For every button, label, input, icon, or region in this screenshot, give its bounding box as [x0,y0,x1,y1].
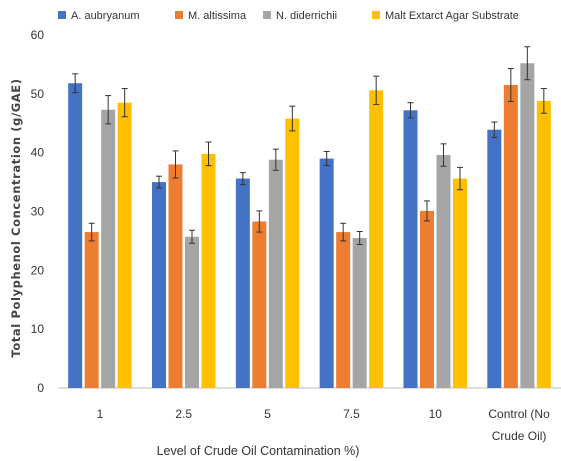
bar [403,110,418,388]
error-bar [323,150,330,167]
error-bar [189,229,195,244]
error-bar [72,73,79,94]
bar [436,155,451,388]
bar [84,232,99,388]
y-tick-label: 10 [31,322,45,336]
bar [152,182,166,388]
y-tick-label: 40 [31,146,45,160]
bar [268,159,283,388]
bar [185,236,199,388]
legend-swatch [58,11,66,19]
error-bar [507,68,514,102]
legend-swatch [175,11,183,19]
error-bar [373,75,380,105]
error-bar [205,141,212,167]
bar [369,90,384,388]
legend-label: Malt Extarct Agar Substrate [385,10,519,22]
error-bar [256,210,263,233]
y-axis-title: Total Polyphenol Concentration (g/GAE) [9,78,23,357]
bar [285,118,300,388]
error-bar [88,222,95,242]
legend-item: A. aubryanum [58,10,139,22]
error-bar [524,46,531,81]
legend-item: N. diderrichii [263,10,337,22]
error-bar [540,88,547,114]
bar [420,210,434,388]
plot-area [68,46,551,389]
error-bar [356,231,363,245]
error-bar [457,166,463,191]
legend-label: A. aubryanum [71,10,139,22]
x-tick-label: 7.5 [343,407,360,421]
legend: A. aubryanum M. altissima N. diderrichii Ma… [58,10,519,22]
x-tick-label: 1 [97,407,104,421]
bar [520,63,535,389]
bar [117,102,132,389]
error-bar [239,172,246,185]
error-bar [156,175,162,189]
x-axis-title: Level of Crude Oil Contamination %) [157,444,360,458]
y-tick-label: 0 [37,381,44,395]
error-bar [121,88,128,118]
x-tick-label: 10 [429,407,443,421]
error-bar [105,95,112,125]
bar [319,158,334,388]
error-bar [272,148,279,171]
error-bar [172,150,179,179]
x-tick-label: 2.5 [175,407,192,421]
y-tick-label: 50 [31,87,45,101]
error-bar [407,102,414,119]
legend-item: Malt Extarct Agar Substrate [372,10,519,22]
bar [168,164,183,388]
y-tick-label: 60 [31,28,45,42]
bar [68,83,83,388]
error-bar [424,200,430,222]
bar [453,178,467,388]
legend-label: M. altissima [188,10,247,22]
bar [336,232,351,388]
error-bar [289,105,296,132]
bar [252,221,267,388]
bar [201,153,216,388]
bar [352,237,367,388]
bar [503,85,518,388]
error-bar [340,222,347,242]
bar [487,129,502,388]
error-bar [491,121,498,138]
bar [536,100,551,388]
x-tick-label: 5 [264,407,271,421]
legend-item: M. altissima [175,10,247,22]
bar [101,109,116,389]
bar [235,178,250,388]
error-bar [440,143,447,167]
y-tick-label: 30 [31,205,45,219]
x-axis: 1 2.5 5 7.5 10 Control (No Crude Oil) [97,407,551,443]
legend-label: N. diderrichii [276,10,337,22]
x-tick-label: Control (No Crude Oil) [488,407,550,443]
y-tick-label: 20 [31,263,45,277]
y-axis: 0 10 20 30 40 50 60 [31,28,45,395]
legend-swatch [263,11,271,19]
legend-swatch [372,11,380,19]
